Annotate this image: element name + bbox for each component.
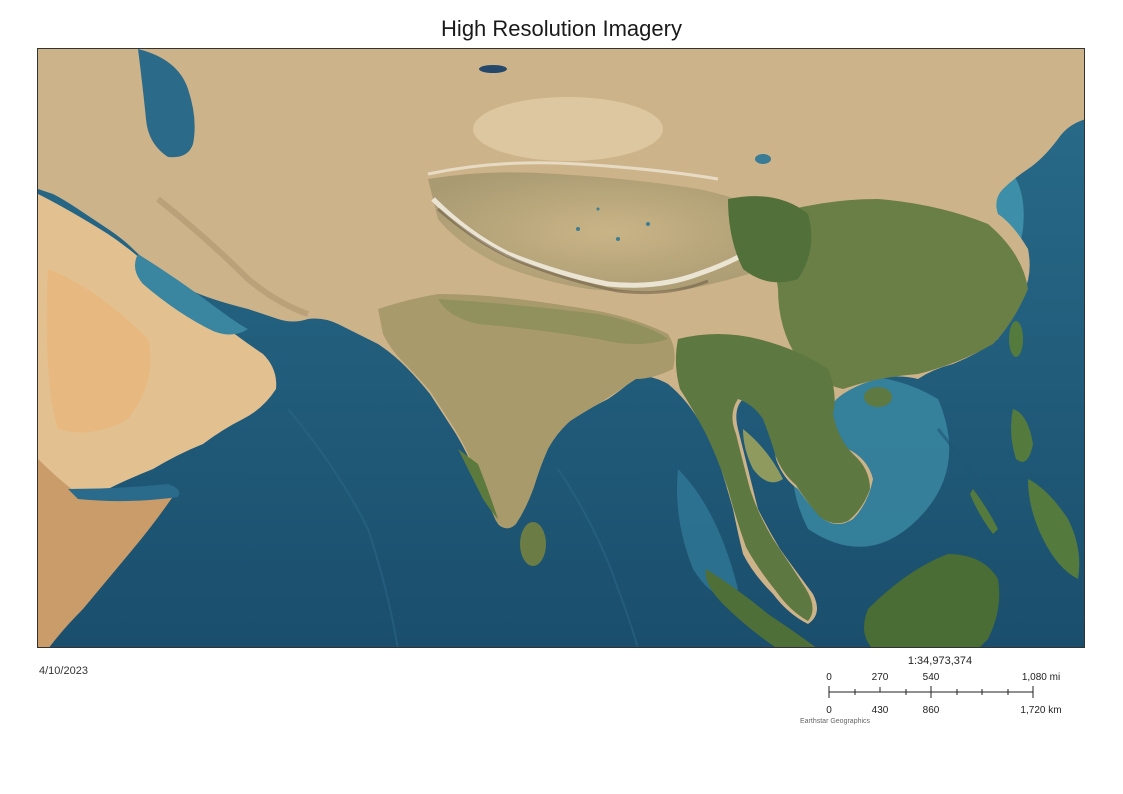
taklamakan-desert xyxy=(473,97,663,161)
landmass-visayas-mindanao xyxy=(1028,479,1080,579)
tibet-lake xyxy=(596,207,600,211)
himalaya-shadow xyxy=(437,207,709,295)
thailand-plain xyxy=(743,429,783,483)
tibet-lake xyxy=(576,227,580,231)
sichuan-forest xyxy=(728,196,812,283)
ocean-ridge xyxy=(557,468,639,647)
landmass-sumatra xyxy=(705,569,816,647)
scale-km-430: 430 xyxy=(872,705,889,716)
lake-balkhash xyxy=(479,65,507,73)
kunlun-range xyxy=(427,161,719,181)
landmass-luzon xyxy=(1011,409,1033,462)
zagros-range xyxy=(156,196,309,317)
scale-ratio: 1:34,973,374 xyxy=(907,655,973,667)
date-label: 4/10/2023 xyxy=(39,665,88,677)
scale-km-860: 860 xyxy=(923,705,940,716)
persian-gulf xyxy=(134,254,248,335)
landmass-hainan xyxy=(864,387,892,407)
gulf-of-aden xyxy=(68,484,180,502)
ocean-ridge xyxy=(287,408,399,647)
scale-km-1720: 1,720 km xyxy=(1020,705,1061,716)
landmass-horn-of-africa xyxy=(38,459,178,647)
map-title: High Resolution Imagery xyxy=(441,16,682,41)
landmass-taiwan xyxy=(1009,321,1023,357)
scale-km-0: 0 xyxy=(826,705,832,716)
landmass-southeast-asia xyxy=(675,334,870,621)
landmass-palawan xyxy=(970,489,998,534)
rub-al-khali xyxy=(46,269,151,433)
indo-gangetic-plain xyxy=(438,299,668,344)
tibet-lake xyxy=(616,237,620,241)
scale-mi-270: 270 xyxy=(872,672,889,683)
ocean-trench xyxy=(936,428,1010,520)
attribution: Earthstar Geographics xyxy=(800,718,871,725)
map-frame[interactable] xyxy=(37,48,1085,648)
landmass-borneo xyxy=(864,554,1000,647)
lake-qinghai xyxy=(755,154,771,164)
scale-mi-0: 0 xyxy=(826,672,832,683)
landmass-sri-lanka xyxy=(520,522,546,566)
caspian-sea xyxy=(138,49,195,158)
china-vegetation xyxy=(758,199,1028,389)
western-ghats-green xyxy=(458,449,498,519)
landmass-india xyxy=(378,294,675,529)
himalaya-range xyxy=(431,197,755,288)
scale-mi-540: 540 xyxy=(923,672,940,683)
satellite-map[interactable] xyxy=(38,49,1085,648)
scale-bar: 0 270 540 1,080 mi 0 430 860 1,720 km xyxy=(826,672,1061,716)
shallow-shelf-andaman xyxy=(677,469,738,596)
tibet-lake xyxy=(646,222,650,226)
scale-mi-1080: 1,080 mi xyxy=(1022,672,1060,683)
